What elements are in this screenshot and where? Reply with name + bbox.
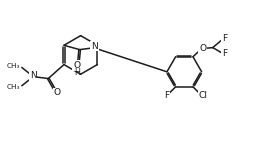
Text: F: F: [222, 49, 227, 58]
Text: CH₃: CH₃: [7, 64, 20, 69]
Text: N: N: [30, 71, 37, 80]
Text: O: O: [54, 88, 61, 97]
Text: F: F: [222, 34, 227, 43]
Text: CH₃: CH₃: [7, 84, 20, 90]
Text: F: F: [164, 91, 169, 100]
Text: N: N: [91, 42, 98, 51]
Text: Cl: Cl: [199, 91, 208, 100]
Text: H: H: [74, 68, 80, 77]
Text: O: O: [73, 61, 80, 70]
Text: O: O: [199, 44, 206, 53]
